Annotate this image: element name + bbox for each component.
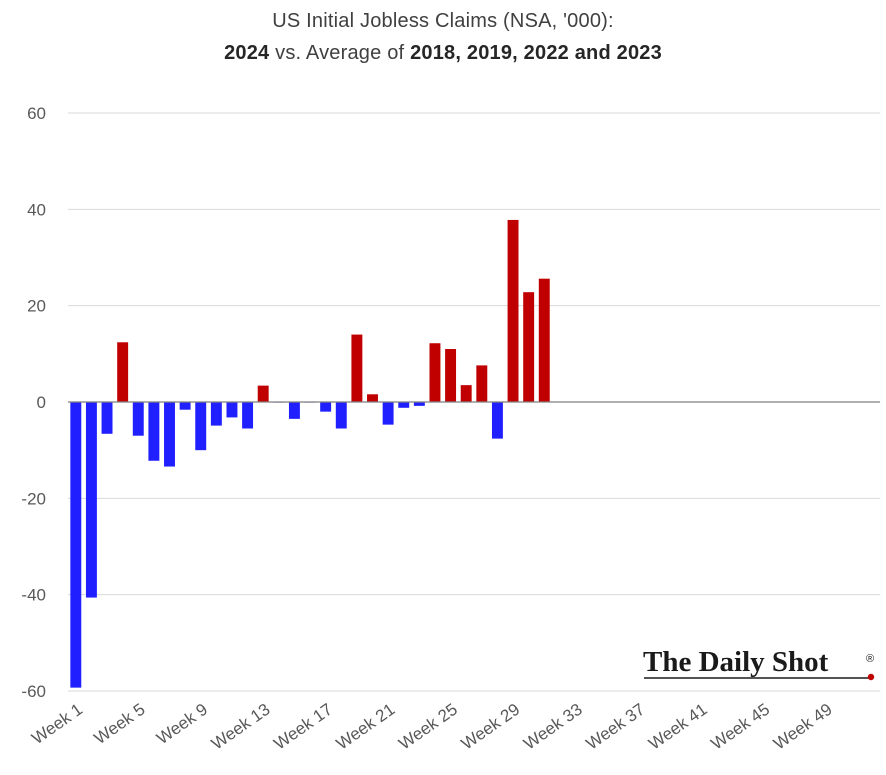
bar-week-12: [242, 402, 254, 429]
x-tick-label: Week 9: [153, 700, 211, 748]
chart-subtitle: 2024 vs. Average of 2018, 2019, 2022 and…: [0, 42, 886, 65]
x-tick-label: Week 41: [645, 700, 711, 754]
bar-week-10: [210, 402, 222, 426]
the-daily-shot-logo: The Daily Shot ®: [643, 646, 875, 681]
bar-week-11: [226, 402, 238, 418]
bar-week-17: [320, 402, 332, 412]
y-tick-label: 40: [27, 200, 46, 219]
x-tick-label: Week 5: [91, 700, 149, 748]
x-tick-label: Week 37: [583, 700, 649, 754]
bar-week-2: [85, 402, 97, 598]
logo-registered-mark: ®: [866, 653, 874, 665]
x-tick-label: Week 1: [28, 700, 86, 748]
x-tick-label: Week 49: [770, 700, 836, 754]
y-tick-label: -20: [21, 489, 46, 508]
bar-week-18: [335, 402, 347, 429]
bar-week-7: [164, 402, 175, 467]
x-tick-label: Week 45: [708, 700, 774, 754]
y-tick-label: 0: [37, 393, 46, 412]
bar-week-23: [413, 402, 425, 406]
logo-red-dot: [867, 673, 875, 681]
subtitle-part: 2018, 2019, 2022 and 2023: [410, 42, 662, 64]
x-tick-label: Week 17: [270, 700, 336, 754]
bar-week-5: [132, 402, 144, 436]
chart-title: US Initial Jobless Claims (NSA, '000):: [272, 10, 614, 32]
bar-week-30: [523, 292, 535, 402]
y-tick-label: -40: [21, 586, 46, 605]
x-tick-label: Week 13: [208, 700, 274, 754]
bar-week-6: [148, 402, 160, 461]
bar-week-24: [429, 343, 441, 402]
subtitle-part: vs. Average of: [269, 42, 411, 64]
bar-week-3: [101, 402, 113, 434]
bars: [70, 219, 550, 688]
y-tick-labels: 60 40 20 0 -20 -40 -60: [21, 104, 46, 701]
bar-week-29: [507, 219, 519, 402]
bar-week-8: [179, 402, 191, 410]
bar-week-15: [288, 402, 300, 419]
bar-week-9: [195, 402, 207, 451]
x-tick-label: Week 33: [520, 700, 586, 754]
bar-week-27: [476, 365, 488, 402]
bar-week-26: [460, 385, 472, 402]
bar-week-1: [70, 402, 82, 688]
bar-week-22: [398, 402, 410, 408]
y-tick-label: 60: [27, 104, 46, 123]
x-tick-label: Week 21: [333, 700, 399, 754]
bar-week-20: [367, 394, 378, 402]
bar-week-13: [257, 385, 269, 402]
logo-text: The Daily Shot: [643, 646, 829, 678]
y-tick-label: 20: [27, 297, 46, 316]
bar-week-4: [117, 342, 129, 402]
y-tick-label: -60: [21, 682, 46, 701]
bar-week-31: [538, 278, 550, 402]
x-tick-label: Week 25: [395, 700, 461, 754]
gridlines: [68, 112, 880, 692]
bar-week-25: [445, 349, 457, 402]
bar-week-28: [491, 402, 503, 439]
subtitle-part: 2024: [224, 42, 270, 64]
x-tick-label: Week 29: [458, 700, 524, 754]
bar-week-19: [351, 334, 363, 402]
bar-week-21: [382, 402, 394, 425]
